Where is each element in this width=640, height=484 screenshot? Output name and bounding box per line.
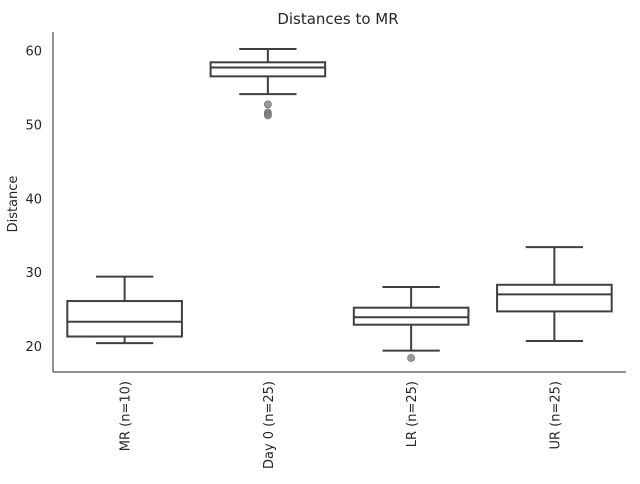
y-tick-label: 50	[25, 118, 42, 133]
outlier-point	[263, 111, 272, 120]
outlier-point	[263, 100, 272, 109]
y-tick-label: 30	[25, 266, 42, 281]
box-iqr	[352, 306, 470, 326]
box-iqr	[496, 283, 613, 313]
x-tick-label: UR (n=25)	[548, 381, 563, 450]
box-iqr	[209, 61, 327, 78]
x-tick-label: MR (n=10)	[119, 381, 134, 451]
x-tick-label: LR (n=25)	[405, 381, 420, 447]
x-tick-label: Day 0 (n=25)	[262, 381, 277, 469]
outlier-point	[407, 354, 416, 362]
box-iqr	[66, 300, 183, 338]
y-tick-label: 20	[25, 340, 42, 355]
chart-title: Distances to MR	[277, 10, 398, 28]
plot-area: 20 30 40 50 60 MR (n=10) Day 0 (n=25) LR (n=25)…	[25, 32, 626, 469]
y-axis-label: Distance	[6, 176, 21, 233]
y-tick-label: 40	[25, 192, 42, 207]
y-tick-label: 60	[25, 44, 42, 59]
